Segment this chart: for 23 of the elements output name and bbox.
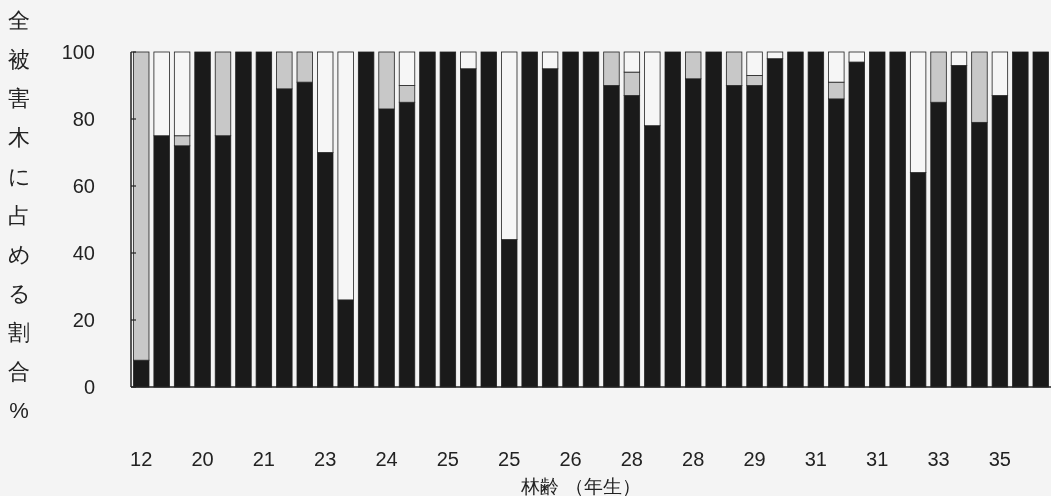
y-axis-title: 全被害木に占める割合% — [7, 8, 31, 423]
y-tick-label: 80 — [72, 108, 95, 130]
x-tick-label: 25 — [436, 448, 460, 470]
x-tick-label: 23 — [314, 448, 337, 470]
y-tick-label: 60 — [72, 175, 95, 197]
x-tick-label: 35 — [988, 448, 1012, 470]
x-axis-title: 林齢 （年生） — [520, 476, 641, 496]
x-tick-label: 20 — [191, 448, 214, 470]
x-tick-label: 29 — [743, 448, 766, 470]
x-tick-label: 21 — [252, 448, 276, 470]
x-tick-label: 24 — [375, 448, 398, 470]
x-tick-label: 12 — [130, 448, 153, 470]
x-tick-label: 25 — [498, 448, 521, 470]
x-tick-label: 33 — [927, 448, 950, 470]
x-tick-label: 31 — [866, 448, 889, 470]
x-tick-label: 31 — [804, 448, 828, 470]
x-tick-label: 28 — [620, 448, 644, 470]
y-tick-label: 40 — [72, 242, 95, 264]
y-tick-label: 100 — [61, 41, 95, 63]
y-tick-label: 20 — [72, 309, 95, 331]
x-tick-label: 28 — [682, 448, 705, 470]
y-tick-label: 0 — [83, 376, 95, 398]
x-tick-label: 26 — [559, 448, 582, 470]
